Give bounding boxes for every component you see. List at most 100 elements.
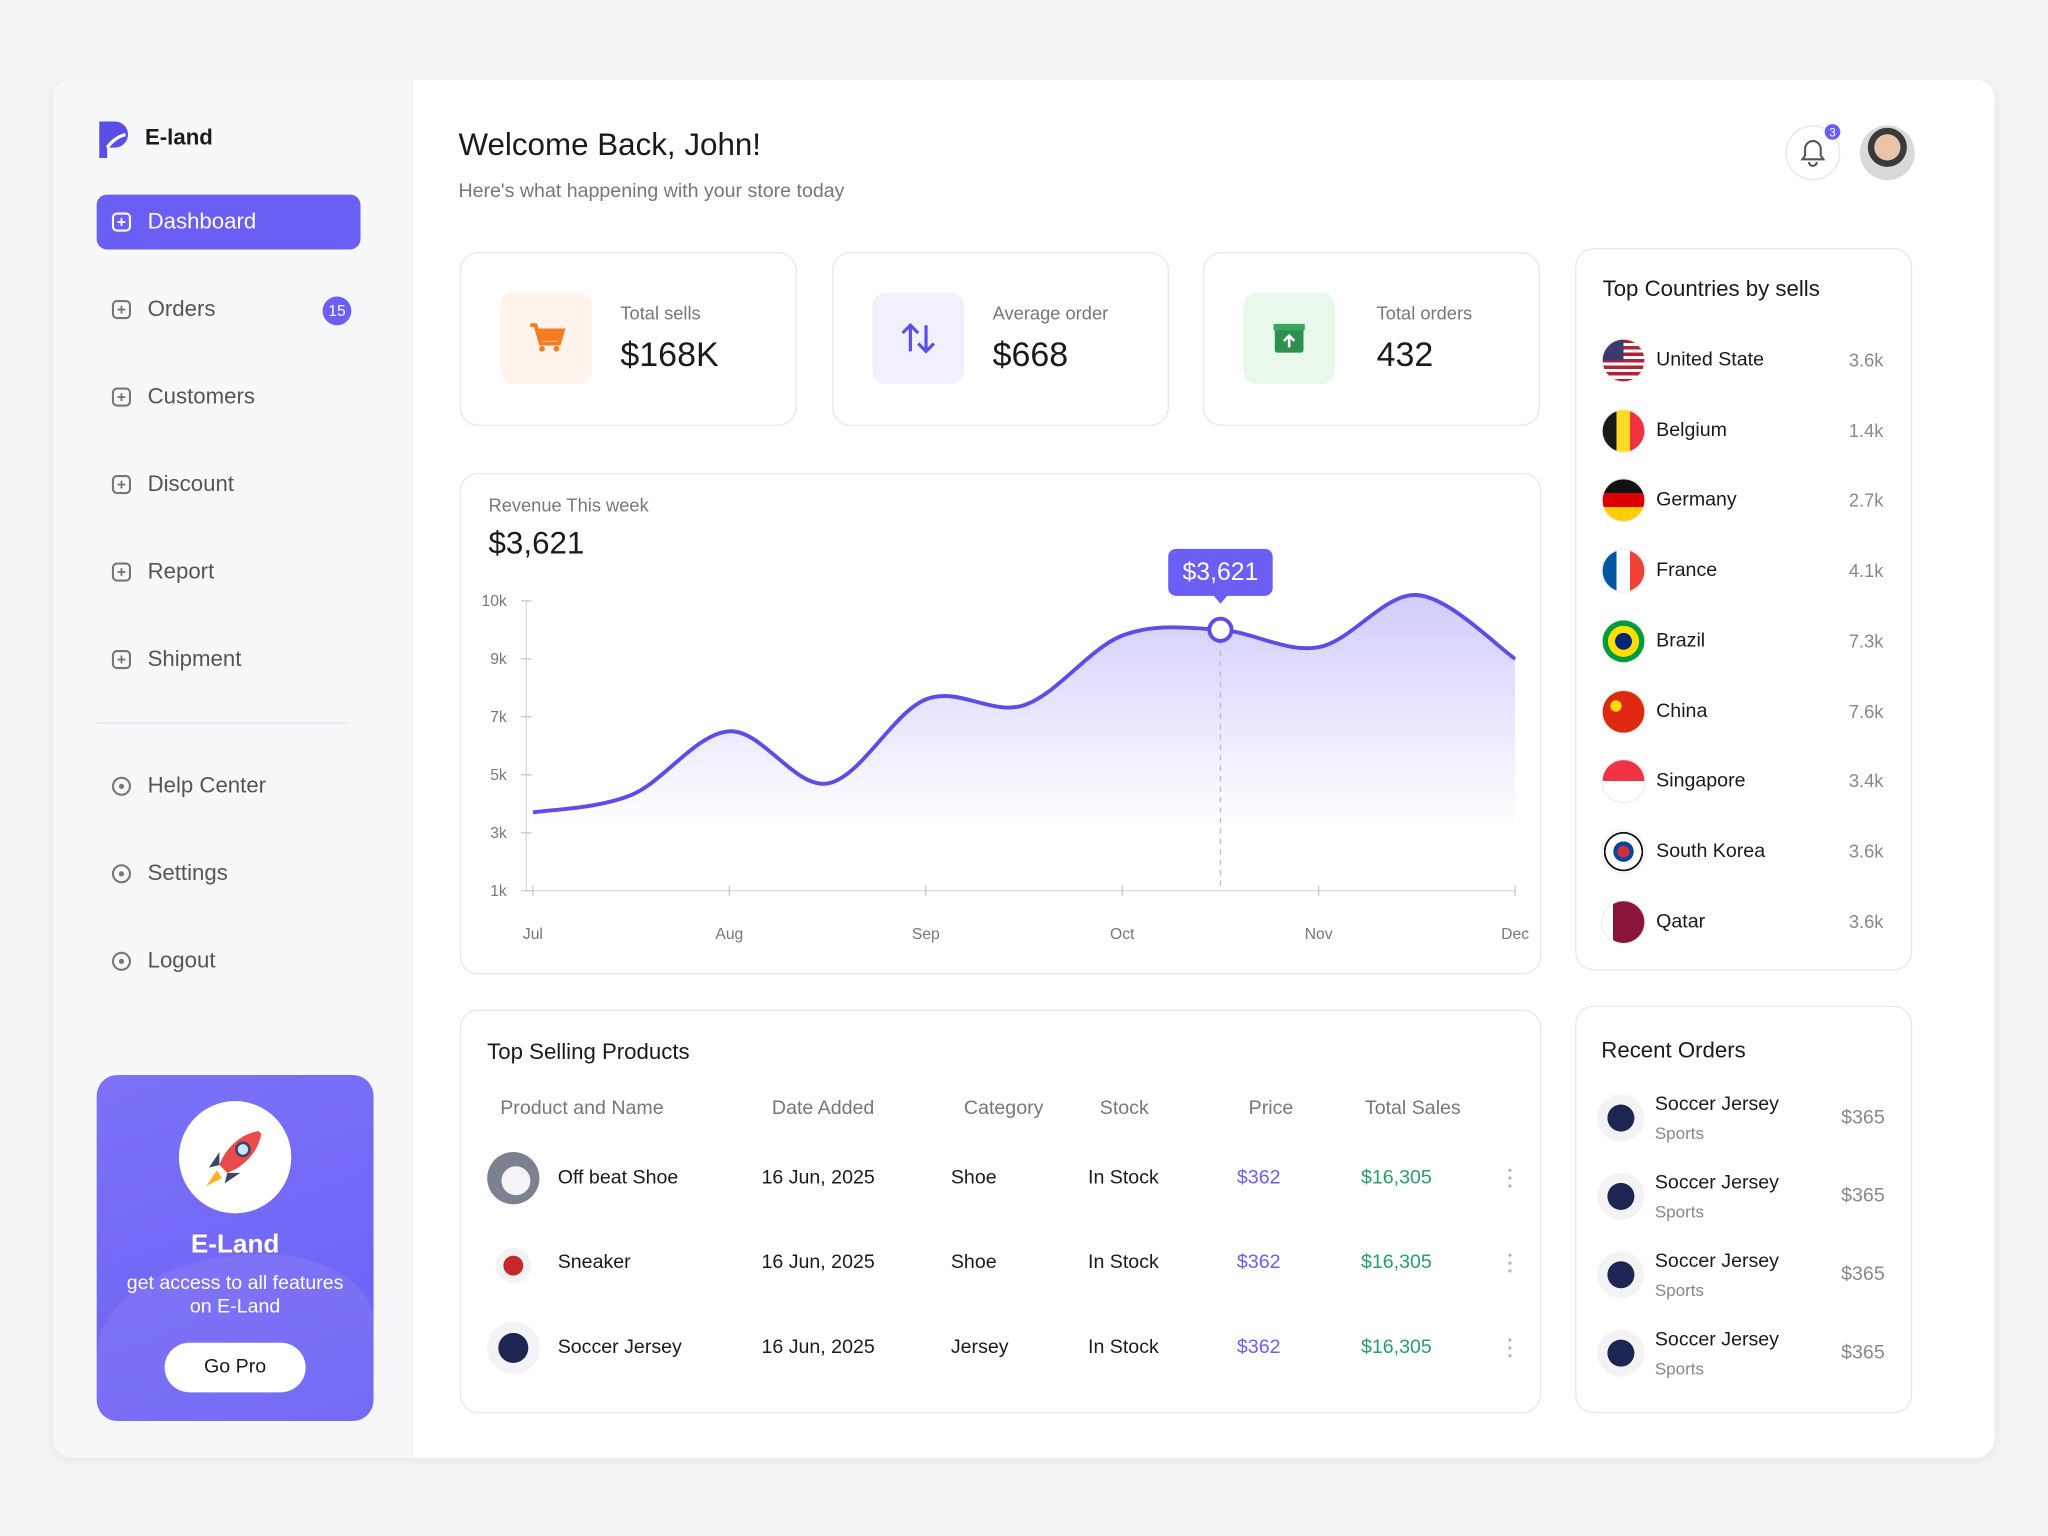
rocket: [206, 1131, 262, 1186]
nav-label: Report: [147, 558, 215, 584]
orders-title: Recent Orders: [1601, 1038, 1746, 1063]
nav-icon: [111, 776, 132, 796]
country-name: Belgium: [1656, 418, 1727, 442]
country-name: South Korea: [1656, 839, 1766, 862]
product-image: [487, 1236, 540, 1290]
nav-label: Customers: [147, 383, 255, 409]
revenue-area: [532, 594, 1516, 829]
nav-label: Help Center: [147, 772, 267, 798]
promo-button-label: Go Pro: [204, 1355, 267, 1378]
country-flag: [1602, 760, 1645, 803]
y-tick-label: 3k: [490, 825, 507, 842]
country-name: China: [1656, 699, 1708, 722]
y-tick-label: 7k: [490, 709, 507, 726]
x-tick-label: Nov: [1305, 926, 1333, 943]
country-name: France: [1656, 559, 1718, 582]
page-subtitle: Here's what happening with your store to…: [458, 180, 845, 203]
country-value: 3.4k: [1848, 770, 1884, 792]
row-menu: [1508, 1338, 1512, 1358]
product-cell: Shoe: [950, 1251, 997, 1274]
nav-label: Settings: [147, 860, 228, 886]
tooltip-label: $3,621: [1183, 559, 1259, 586]
product-cell: $16,305: [1360, 1251, 1432, 1274]
highlight-point: [1207, 616, 1234, 643]
nav-label: Dashboard: [147, 208, 257, 234]
stat-value: 432: [1376, 334, 1434, 375]
notification-badge: [1823, 122, 1842, 142]
product-cell: Sneaker: [557, 1251, 631, 1274]
product-cell: $362: [1236, 1336, 1281, 1359]
promo-text: get access to all features on E-Land: [126, 1272, 344, 1318]
country-value: 2.7k: [1848, 489, 1884, 511]
logo: [99, 121, 128, 159]
nav-label: Shipment: [147, 646, 242, 672]
stat-icon: [530, 323, 566, 352]
x-tick-label: Sep: [912, 926, 940, 943]
promo-button[interactable]: [164, 1342, 306, 1393]
order-category: Sports: [1654, 1123, 1704, 1144]
nav-badge-count: 15: [328, 301, 346, 320]
product-cell: 16 Jun, 2025: [761, 1251, 875, 1274]
nav-icon: [111, 650, 132, 670]
avatar[interactable]: [1859, 125, 1915, 181]
stat-icon: [1273, 323, 1305, 353]
products-title: Top Selling Products: [487, 1039, 690, 1065]
bell-icon: [1800, 140, 1826, 167]
order-price: $365: [1841, 1341, 1885, 1364]
brand-name: E-land: [144, 125, 213, 150]
stat-value: $668: [992, 334, 1069, 375]
stat-value: $168K: [620, 334, 719, 375]
nav-item[interactable]: [97, 846, 361, 901]
product-cell: Jersey: [950, 1336, 1009, 1359]
country-name: Germany: [1656, 488, 1737, 512]
country-value: 3.6k: [1848, 349, 1884, 371]
products-card: [459, 1009, 1542, 1414]
revenue-line: [532, 593, 1517, 815]
x-tick-label: Oct: [1110, 926, 1135, 943]
stat-label: Average order: [992, 302, 1109, 324]
country-name: Qatar: [1656, 909, 1706, 933]
country-flag: [1602, 900, 1645, 943]
nav-active[interactable]: [96, 194, 361, 250]
order-image: [1597, 1329, 1645, 1377]
country-flag: [1602, 479, 1645, 522]
nav-icon: [111, 562, 132, 582]
tooltip: [1168, 548, 1273, 596]
x-tick-label: Aug: [715, 926, 743, 943]
country-flag: [1602, 830, 1645, 873]
column-header: Date Added: [771, 1097, 875, 1120]
country-flag: [1602, 339, 1645, 382]
order-price: $365: [1841, 1263, 1885, 1286]
revenue-chart: 1k 3k 5k 7k 9k 10k Jul Aug Sep Oct Nov Dec $3,621: [482, 548, 1529, 943]
chart-title: Revenue This week: [488, 494, 649, 516]
nav-icon: [111, 864, 132, 884]
product-cell: In Stock: [1087, 1166, 1159, 1189]
order-name: Soccer Jersey: [1654, 1328, 1779, 1351]
nav-item[interactable]: [97, 934, 361, 989]
country-value: 3.6k: [1848, 910, 1884, 932]
x-tick-label: Dec: [1501, 926, 1529, 943]
nav-item[interactable]: [97, 282, 361, 337]
countries-title: Top Countries by sells: [1602, 276, 1820, 302]
product-cell: $362: [1236, 1251, 1281, 1274]
stat-icon: [901, 323, 935, 354]
order-category: Sports: [1654, 1201, 1704, 1222]
product-cell: In Stock: [1087, 1336, 1159, 1359]
nav-icon: [111, 475, 132, 495]
product-cell: $362: [1236, 1166, 1281, 1189]
order-image: [1597, 1094, 1645, 1142]
nav-badge: [322, 296, 352, 326]
nav-icon: [111, 951, 132, 971]
stat-icon-box: [872, 292, 964, 384]
column-header: Category: [963, 1097, 1044, 1120]
chart-total: $3,621: [488, 525, 585, 562]
product-cell: In Stock: [1087, 1251, 1159, 1274]
y-tick-label: 9k: [490, 651, 507, 668]
nav-item[interactable]: [97, 545, 361, 600]
country-value: 4.1k: [1848, 559, 1884, 581]
product-cell: $16,305: [1360, 1166, 1432, 1189]
row-menu: [1508, 1168, 1512, 1188]
country-name: Brazil: [1656, 629, 1706, 652]
nav-icon: [111, 212, 132, 232]
